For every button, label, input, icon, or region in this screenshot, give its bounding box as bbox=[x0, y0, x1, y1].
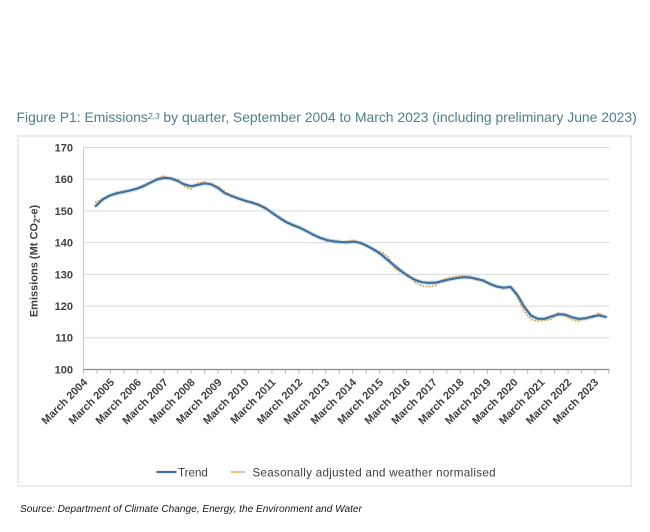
svg-text:100: 100 bbox=[55, 364, 73, 376]
svg-text:150: 150 bbox=[55, 206, 73, 218]
svg-text:170: 170 bbox=[55, 142, 73, 154]
svg-text:140: 140 bbox=[55, 238, 73, 250]
svg-text:Source: Department of Climate: Source: Department of Climate Change, En… bbox=[20, 504, 363, 515]
svg-text:130: 130 bbox=[55, 269, 73, 281]
svg-text:110: 110 bbox=[55, 333, 73, 345]
svg-text:Emissions (Mt CO2-e): Emissions (Mt CO2-e) bbox=[29, 205, 42, 318]
svg-text:120: 120 bbox=[55, 301, 73, 313]
svg-text:160: 160 bbox=[55, 174, 73, 186]
svg-text:Seasonally adjusted and weathe: Seasonally adjusted and weather normalis… bbox=[253, 466, 496, 479]
svg-text:Trend: Trend bbox=[178, 466, 208, 479]
svg-text:Figure P1: Emissions2,3 by qua: Figure P1: Emissions2,3 by quarter, Sept… bbox=[17, 109, 637, 125]
